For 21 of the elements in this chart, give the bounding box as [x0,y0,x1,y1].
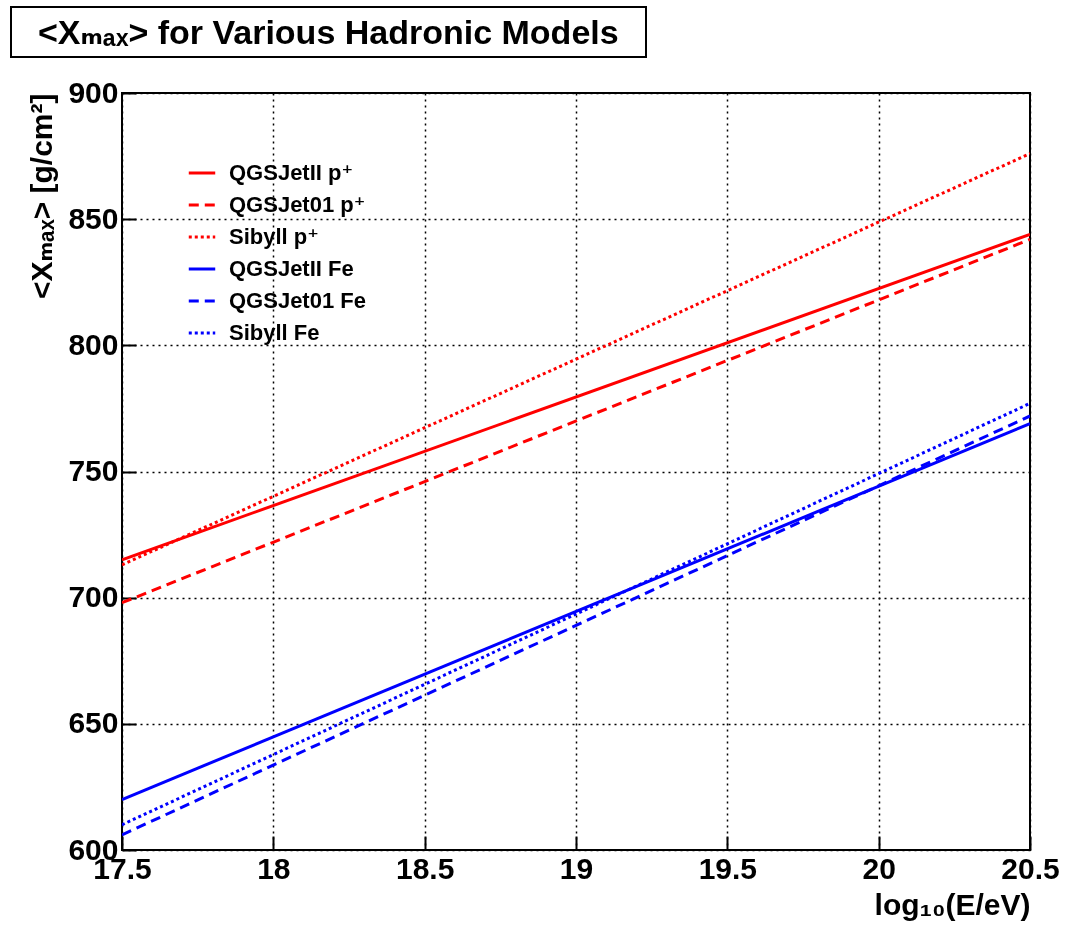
y-tick-label: 650 [68,706,119,740]
y-tick-label: 850 [68,201,119,235]
legend-label: QGSJet01 p⁺ [229,192,366,217]
y-tick-label: 750 [68,454,119,487]
legend-label: Sibyll Fe [229,320,320,345]
y-axis-title: <Xₘₐₓ> [g/cm²] [25,93,59,300]
y-tick-label: 700 [68,580,119,614]
x-tick-label: 20.5 [1001,851,1060,885]
chart-title: <Xₘₐₓ> for Various Hadronic Models [10,6,647,58]
legend-label: QGSJetII p⁺ [229,160,354,185]
legend-label: QGSJet01 Fe [229,288,366,313]
x-tick-label: 19.5 [698,851,758,885]
x-tick-label: 19 [559,851,594,885]
legend-label: Sibyll p⁺ [229,224,319,249]
x-tick-label: 18.5 [395,851,455,885]
legend-label: QGSJetII Fe [229,256,354,281]
y-tick-label: 800 [68,327,119,361]
x-tick-label: 20 [862,851,896,885]
y-tick-label: 900 [68,75,119,109]
x-axis-title: log₁₀(E/eV) [874,887,1031,921]
x-tick-label: 18 [257,851,291,885]
